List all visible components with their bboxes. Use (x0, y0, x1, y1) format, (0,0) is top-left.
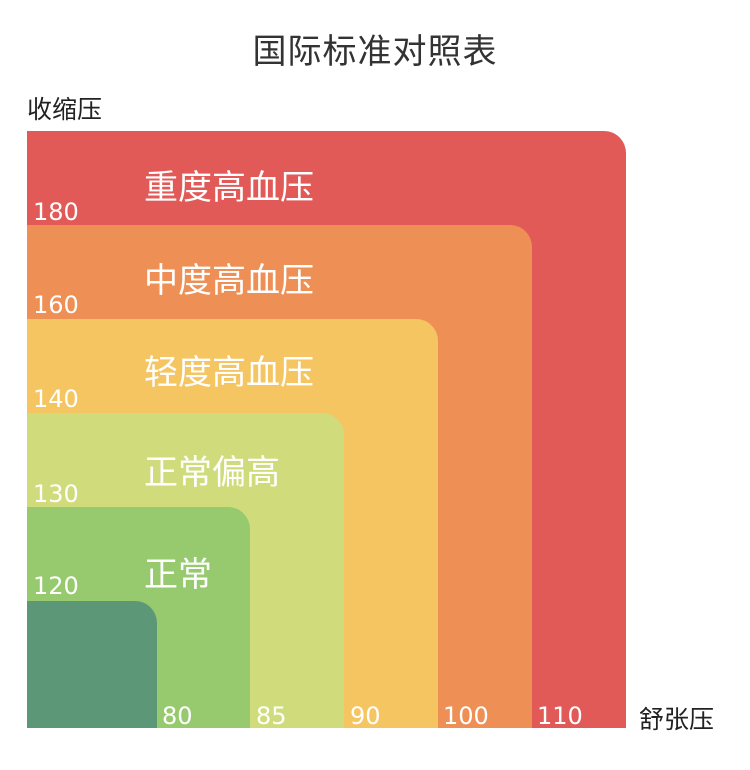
band-label-severe: 重度高血压 (144, 168, 314, 208)
band-optimal (27, 601, 157, 728)
diastolic-tick-85: 85 (256, 702, 287, 730)
diastolic-tick-90: 90 (350, 702, 381, 730)
systolic-tick-180: 180 (33, 198, 79, 226)
diastolic-tick-100: 100 (443, 702, 489, 730)
systolic-tick-140: 140 (33, 385, 79, 413)
band-label-high-normal: 正常偏高 (144, 453, 280, 493)
diagram-title: 国际标准对照表 (252, 32, 498, 72)
diastolic-tick-110: 110 (537, 702, 583, 730)
systolic-tick-130: 130 (33, 480, 79, 508)
systolic-axis-label: 收缩压 (27, 95, 103, 124)
band-label-moderate: 中度高血压 (144, 261, 314, 301)
diastolic-tick-80: 80 (162, 702, 193, 730)
systolic-tick-120: 120 (33, 572, 79, 600)
systolic-tick-160: 160 (33, 291, 79, 319)
band-label-normal: 正常 (144, 555, 212, 595)
band-label-mild: 轻度高血压 (144, 353, 314, 393)
diastolic-axis-label: 舒张压 (639, 705, 715, 734)
